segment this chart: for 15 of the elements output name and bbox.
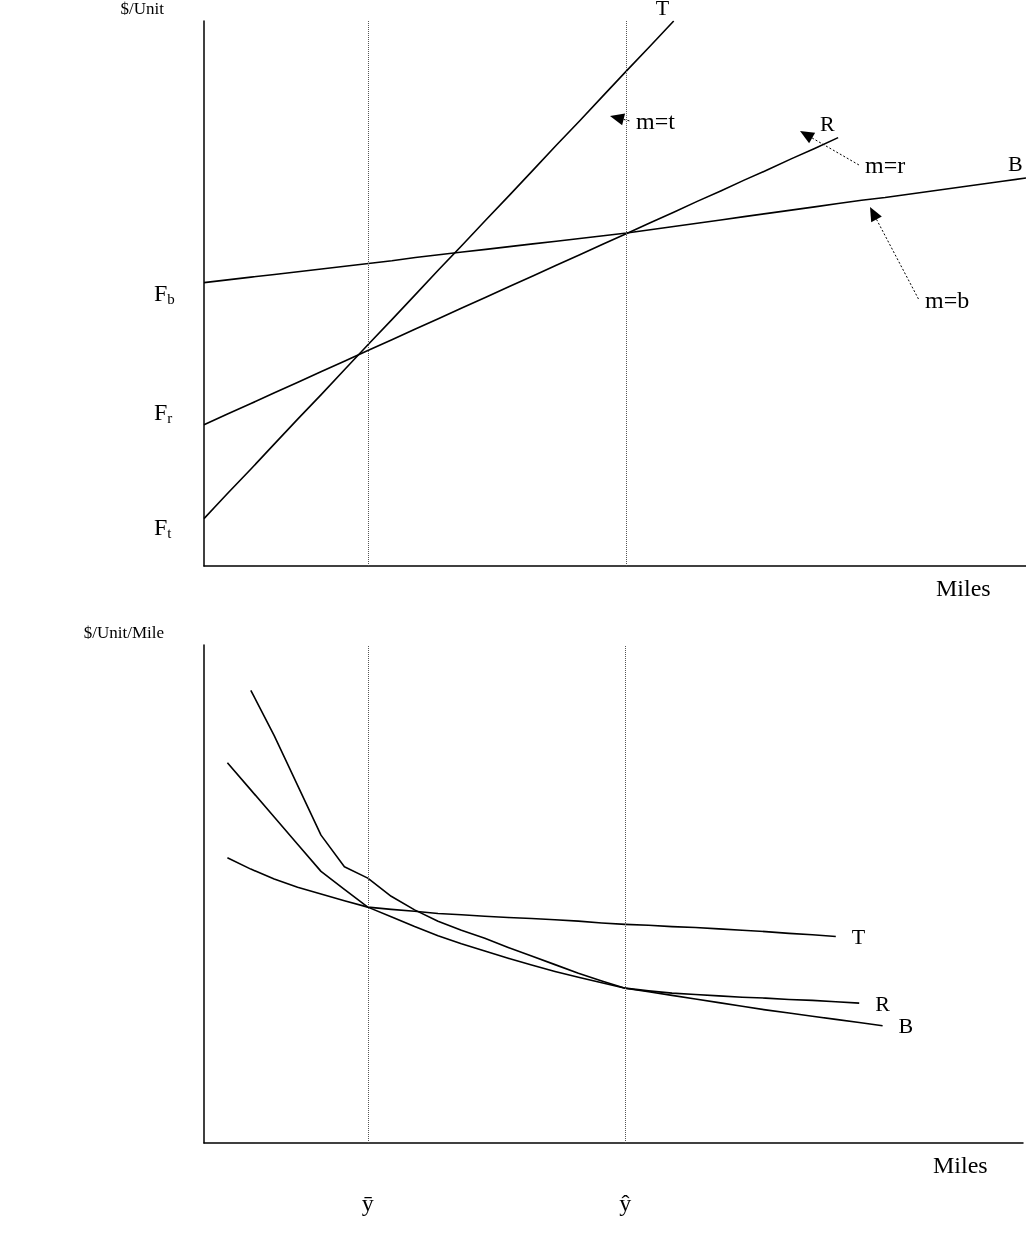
y-axis-title: $/Unit/Mile bbox=[83, 623, 164, 642]
x-axis-title: Miles bbox=[933, 1152, 988, 1178]
x-tick-label: ȳ bbox=[361, 1190, 374, 1216]
series-label: T bbox=[655, 0, 670, 20]
annotation: m=r bbox=[865, 152, 906, 178]
series-label: B bbox=[898, 1013, 914, 1039]
y-axis-title: $/Unit bbox=[120, 0, 165, 18]
annotation: m=b bbox=[925, 287, 970, 313]
x-tick-label: ŷ bbox=[619, 1190, 632, 1216]
series-label: T bbox=[851, 924, 866, 950]
series-label: B bbox=[1008, 151, 1023, 177]
series-label: R bbox=[875, 990, 891, 1016]
x-axis-title: Miles bbox=[936, 575, 991, 601]
annotation: m=t bbox=[636, 108, 676, 134]
legend-label: R bbox=[820, 111, 836, 137]
